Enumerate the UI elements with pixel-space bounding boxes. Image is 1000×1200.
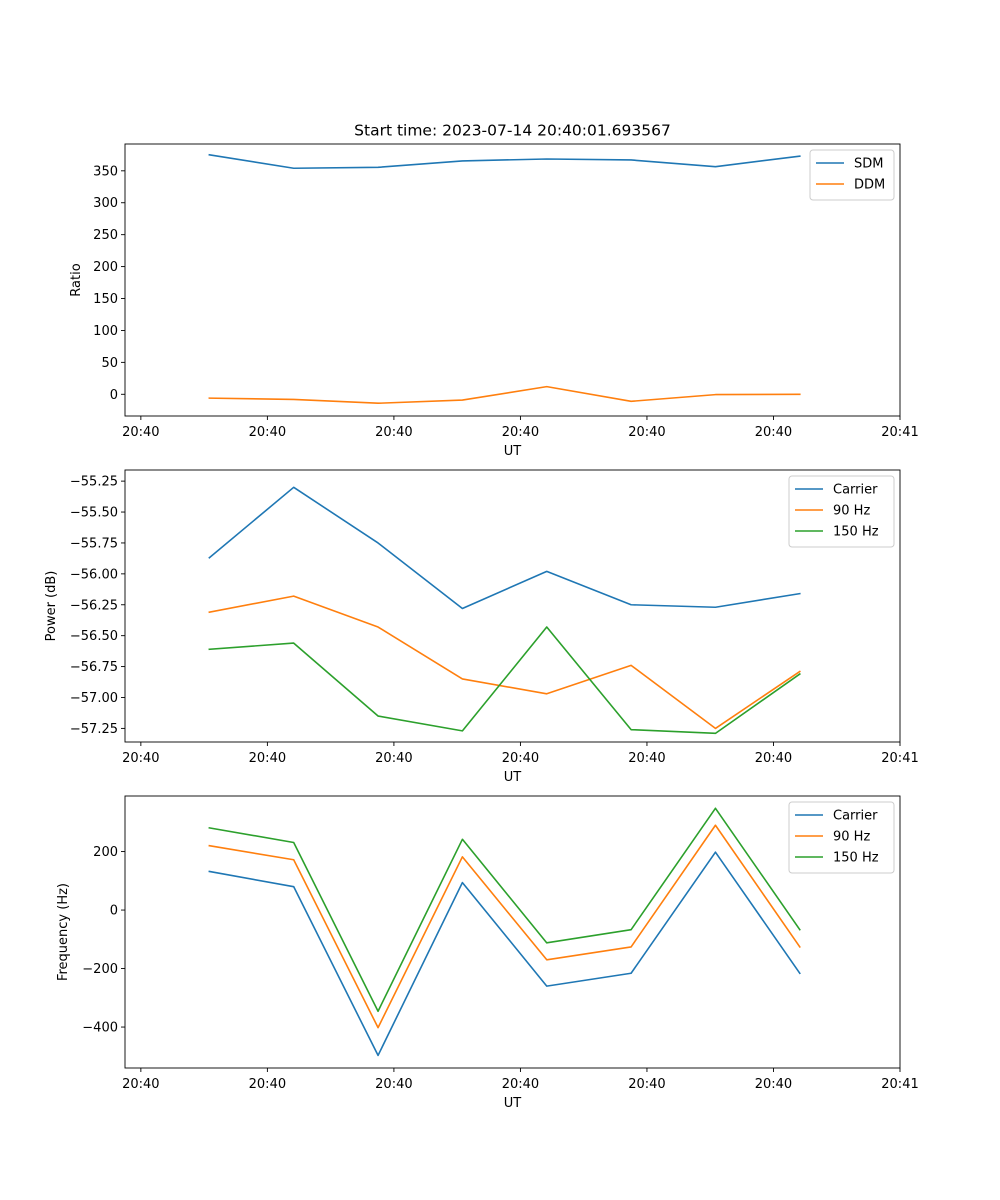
y-tick-label: 350 bbox=[93, 164, 118, 179]
x-tick-label: 20:41 bbox=[881, 751, 918, 766]
y-tick-label: 300 bbox=[93, 196, 118, 211]
subplot-3: −400 −200 0 200 20:40 20:40 20:40 20:40 20:40 20:… bbox=[56, 795, 919, 1111]
y-tick-label: −400 bbox=[82, 1021, 118, 1036]
series-line-90-hz bbox=[208, 595, 801, 730]
legend-label: Carrier bbox=[833, 483, 878, 498]
y-tick-label: 200 bbox=[93, 845, 118, 860]
x-tick-label: 20:40 bbox=[375, 751, 412, 766]
y-tick-label: 200 bbox=[93, 260, 118, 275]
x-tick-label: 20:40 bbox=[628, 751, 665, 766]
series-line-carrier bbox=[208, 486, 801, 610]
series-line-150-hz bbox=[208, 807, 801, 1013]
x-tick-label: 20:40 bbox=[122, 751, 159, 766]
axes-frame bbox=[124, 795, 901, 1069]
legend-label: SDM bbox=[854, 157, 883, 172]
legend: SDM DDM bbox=[809, 149, 895, 201]
x-tick-label: 20:41 bbox=[881, 425, 918, 440]
legend-label: DDM bbox=[854, 178, 885, 193]
y-axis-label: Ratio bbox=[69, 263, 84, 296]
x-tick-label: 20:40 bbox=[755, 751, 792, 766]
legend-label: Carrier bbox=[833, 809, 878, 824]
y-tick-label: 100 bbox=[93, 324, 118, 339]
x-axis-label: UT bbox=[504, 1096, 522, 1111]
legend: Carrier 90 Hz 150 Hz bbox=[788, 801, 895, 874]
x-tick-label: 20:40 bbox=[502, 751, 539, 766]
y-tick-label: 0 bbox=[110, 904, 118, 919]
legend-label: 150 Hz bbox=[833, 851, 879, 866]
chart-title: Start time: 2023-07-14 20:40:01.693567 bbox=[354, 122, 671, 140]
legend-label: 90 Hz bbox=[833, 830, 870, 845]
series-line-sdm bbox=[208, 153, 801, 170]
legend-label: 90 Hz bbox=[833, 504, 870, 519]
x-tick-label: 20:40 bbox=[375, 1077, 412, 1092]
y-tick-label: −55.50 bbox=[70, 506, 118, 521]
x-tick-label: 20:40 bbox=[249, 751, 286, 766]
y-tick-label: 0 bbox=[110, 388, 118, 403]
x-tick-label: 20:40 bbox=[375, 425, 412, 440]
x-tick-label: 20:40 bbox=[122, 425, 159, 440]
y-tick-label: −57.25 bbox=[70, 722, 118, 737]
y-tick-label: −55.25 bbox=[70, 475, 118, 490]
legend-box bbox=[788, 801, 895, 874]
series-line-ddm bbox=[208, 385, 801, 405]
x-tick-label: 20:41 bbox=[881, 1077, 918, 1092]
x-tick-label: 20:40 bbox=[122, 1077, 159, 1092]
y-tick-label: −200 bbox=[82, 962, 118, 977]
legend-label: 150 Hz bbox=[833, 525, 879, 540]
y-tick-label: 250 bbox=[93, 228, 118, 243]
series-line-150-hz bbox=[208, 626, 801, 735]
y-tick-label: −56.25 bbox=[70, 598, 118, 613]
subplot-2: −57.25 −57.00 −56.75 −56.50 −56.25 −56.00 −55.… bbox=[44, 469, 919, 785]
y-tick-label: 50 bbox=[101, 356, 118, 371]
x-tick-label: 20:40 bbox=[249, 425, 286, 440]
subplot-1: 0 50 100 150 200 250 300 350 20:40 20:40 20:40 20:4… bbox=[69, 143, 919, 459]
x-tick-label: 20:40 bbox=[628, 1077, 665, 1092]
x-tick-label: 20:40 bbox=[249, 1077, 286, 1092]
series-line-90-hz bbox=[208, 824, 801, 1029]
x-tick-label: 20:40 bbox=[502, 425, 539, 440]
axes-frame bbox=[124, 143, 901, 417]
legend-box bbox=[788, 475, 895, 548]
y-tick-label: −56.50 bbox=[70, 629, 118, 644]
y-tick-label: −57.00 bbox=[70, 691, 118, 706]
legend: Carrier 90 Hz 150 Hz bbox=[788, 475, 895, 548]
x-tick-label: 20:40 bbox=[628, 425, 665, 440]
y-axis-label: Power (dB) bbox=[44, 571, 59, 642]
y-tick-label: 150 bbox=[93, 292, 118, 307]
x-axis-label: UT bbox=[504, 444, 522, 459]
y-tick-label: −56.00 bbox=[70, 567, 118, 582]
x-tick-label: 20:40 bbox=[755, 425, 792, 440]
series-line-carrier bbox=[208, 851, 801, 1057]
x-tick-label: 20:40 bbox=[755, 1077, 792, 1092]
y-tick-label: −55.75 bbox=[70, 536, 118, 551]
y-tick-label: −56.75 bbox=[70, 660, 118, 675]
axes-frame bbox=[124, 469, 901, 743]
x-tick-label: 20:40 bbox=[502, 1077, 539, 1092]
y-axis-label: Frequency (Hz) bbox=[56, 883, 71, 981]
x-axis-label: UT bbox=[504, 770, 522, 785]
